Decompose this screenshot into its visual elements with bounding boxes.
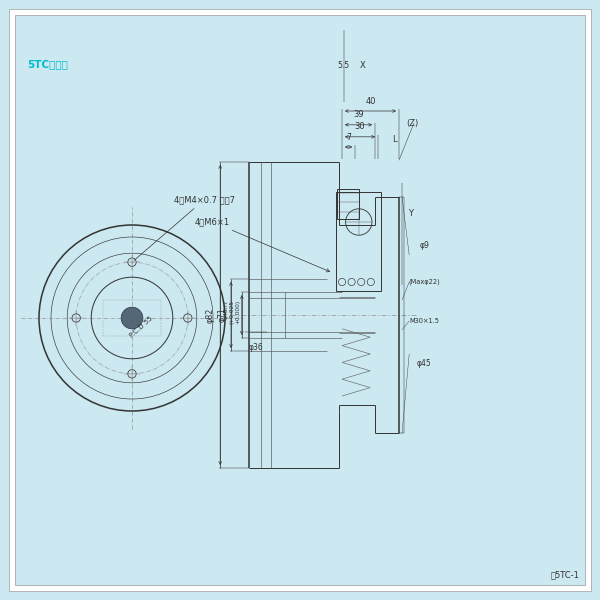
Bar: [337, 189, 359, 219]
Text: 7: 7: [346, 133, 351, 142]
Text: (Z): (Z): [406, 119, 418, 128]
Text: φ82: φ82: [205, 307, 214, 323]
Circle shape: [121, 307, 143, 329]
Text: 30: 30: [355, 122, 365, 131]
Text: φ36: φ36: [249, 343, 263, 352]
Text: P.C.D 55: P.C.D 55: [128, 315, 154, 339]
Text: 39: 39: [353, 110, 364, 119]
Text: φ9: φ9: [419, 241, 429, 251]
Bar: [336, 192, 381, 291]
Text: φ46H7
(+0.025
+0.000): φ46H7 (+0.025 +0.000): [223, 300, 240, 324]
Text: 囱5TC-1: 囱5TC-1: [550, 570, 579, 579]
Text: 40: 40: [365, 97, 376, 106]
Text: φ45: φ45: [417, 359, 431, 367]
Text: M30×1.5: M30×1.5: [409, 318, 439, 324]
Text: φ71: φ71: [217, 308, 226, 322]
Text: 5.5: 5.5: [338, 61, 350, 70]
Text: Y: Y: [408, 208, 413, 217]
Text: 4－M6×1: 4－M6×1: [195, 217, 330, 272]
Text: L: L: [392, 135, 397, 144]
Text: (Maxφ22): (Maxφ22): [409, 279, 440, 285]
Text: 5TC寸法図: 5TC寸法図: [27, 59, 68, 69]
Text: 4－M4×0.7 深サ7: 4－M4×0.7 深サ7: [134, 195, 235, 260]
Text: X: X: [360, 61, 366, 70]
